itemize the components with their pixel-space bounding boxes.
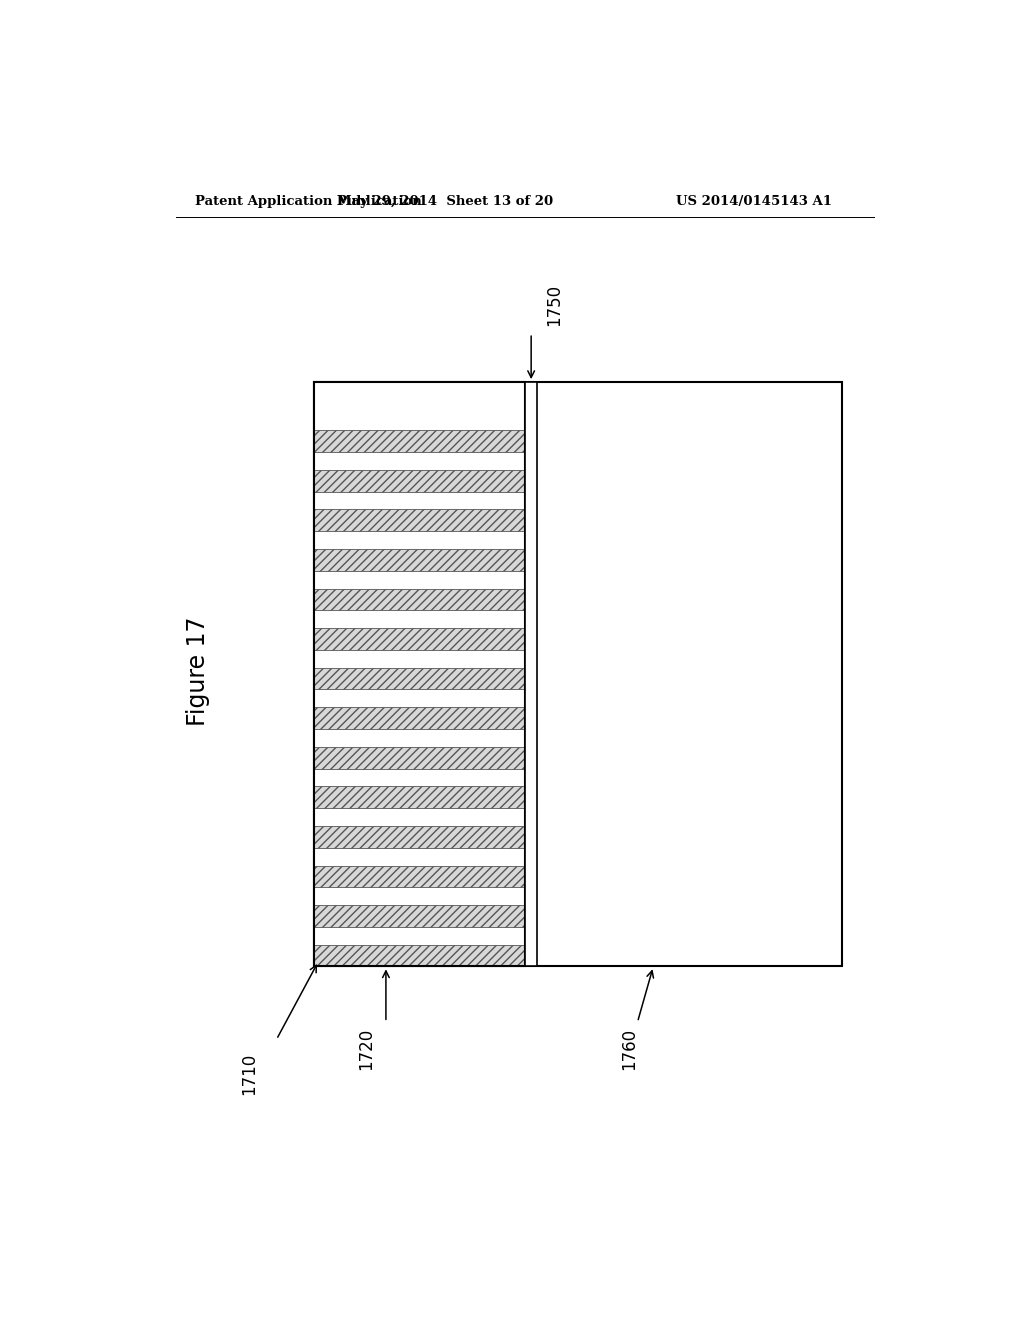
Text: 1720: 1720 bbox=[357, 1027, 375, 1069]
Bar bbox=[314, 589, 524, 610]
Bar bbox=[314, 747, 524, 768]
Bar bbox=[314, 866, 524, 887]
Bar bbox=[314, 381, 842, 966]
Bar bbox=[314, 430, 524, 451]
Text: US 2014/0145143 A1: US 2014/0145143 A1 bbox=[676, 194, 831, 207]
Bar bbox=[314, 906, 524, 927]
Bar bbox=[314, 826, 524, 847]
Bar bbox=[524, 381, 538, 966]
Bar bbox=[314, 381, 524, 966]
Text: Figure 17: Figure 17 bbox=[185, 616, 210, 726]
Bar bbox=[314, 549, 524, 570]
Bar bbox=[314, 668, 524, 689]
Text: 1750: 1750 bbox=[546, 284, 563, 326]
Bar bbox=[314, 945, 524, 966]
Text: Patent Application Publication: Patent Application Publication bbox=[196, 194, 422, 207]
Bar bbox=[314, 510, 524, 531]
Bar bbox=[314, 708, 524, 729]
Bar bbox=[314, 470, 524, 491]
Text: 1760: 1760 bbox=[621, 1027, 639, 1069]
Text: May 29, 2014  Sheet 13 of 20: May 29, 2014 Sheet 13 of 20 bbox=[337, 194, 554, 207]
Bar bbox=[314, 787, 524, 808]
Text: 1710: 1710 bbox=[240, 1053, 258, 1096]
Bar bbox=[314, 381, 524, 966]
Bar bbox=[314, 628, 524, 649]
